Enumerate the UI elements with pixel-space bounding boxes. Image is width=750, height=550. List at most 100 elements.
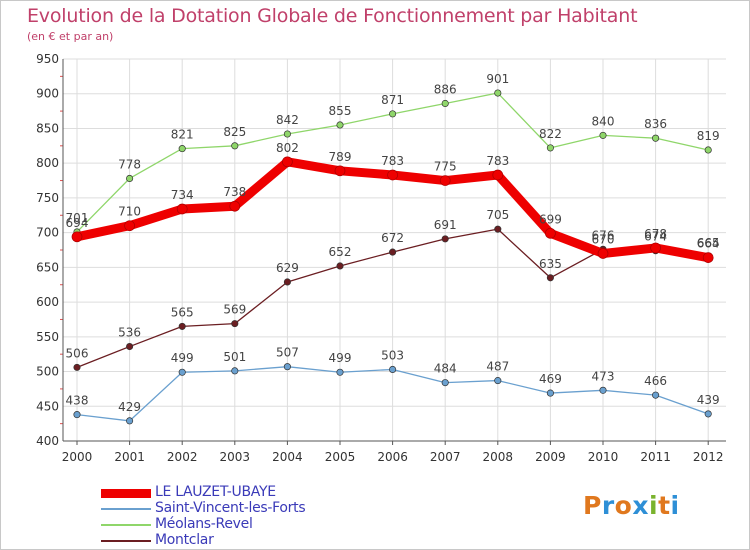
data-point-meolans-revel xyxy=(178,145,186,153)
data-label-montclar: 629 xyxy=(276,261,299,275)
data-point-le-lauzet-ubaye xyxy=(650,242,661,254)
data-label-le-lauzet-ubaye: 664 xyxy=(697,237,720,251)
data-point-le-lauzet-ubaye xyxy=(492,169,504,181)
data-point-meolans-revel xyxy=(546,144,554,152)
data-point-le-lauzet-ubaye xyxy=(71,231,83,243)
data-label-montclar: 691 xyxy=(434,218,457,232)
data-label-montclar: 635 xyxy=(539,257,562,271)
data-point-montclar xyxy=(336,262,344,270)
data-label-le-lauzet-ubaye: 678 xyxy=(644,227,667,241)
data-point-montclar xyxy=(126,342,134,351)
data-point-meolans-revel xyxy=(231,142,239,150)
legend-swatch xyxy=(101,489,151,498)
data-label-meolans-revel: 701 xyxy=(66,211,89,225)
data-label-montclar: 565 xyxy=(171,305,194,319)
x-tick-label: 2011 xyxy=(640,450,671,464)
chart-subtitle: (en € et par an) xyxy=(27,30,114,43)
y-tick-label: 600 xyxy=(36,295,59,309)
data-point-meolans-revel xyxy=(336,121,344,129)
data-point-le-lauzet-ubaye xyxy=(176,203,188,215)
data-point-saint-vincent-les-forts xyxy=(652,391,660,399)
data-label-saint-vincent-les-forts: 501 xyxy=(223,350,246,364)
data-point-montclar xyxy=(231,320,239,328)
y-tick-label: 850 xyxy=(36,121,59,135)
data-point-meolans-revel xyxy=(704,146,712,154)
legend-label: LE LAUZET-UBAYE xyxy=(155,484,276,500)
data-point-meolans-revel xyxy=(441,99,449,108)
y-tick-label: 400 xyxy=(36,434,59,448)
data-label-meolans-revel: 840 xyxy=(592,114,615,128)
x-tick-label: 2002 xyxy=(167,450,198,464)
data-point-meolans-revel xyxy=(599,131,607,139)
logo-letter: i xyxy=(670,491,680,520)
data-point-saint-vincent-les-forts xyxy=(441,379,449,387)
data-label-meolans-revel: 821 xyxy=(171,128,194,142)
x-tick-label: 2006 xyxy=(377,450,408,464)
x-tick-label: 2003 xyxy=(220,450,251,464)
data-label-montclar: 674 xyxy=(644,230,667,244)
y-tick-label: 450 xyxy=(36,399,59,413)
data-point-saint-vincent-les-forts xyxy=(704,410,712,418)
logo-letter: x xyxy=(632,491,649,520)
data-label-meolans-revel: 819 xyxy=(697,129,720,143)
x-tick-label: 2005 xyxy=(325,450,356,464)
data-label-meolans-revel: 886 xyxy=(434,82,457,96)
data-point-saint-vincent-les-forts xyxy=(599,386,607,394)
data-point-montclar xyxy=(283,278,291,286)
data-label-saint-vincent-les-forts: 429 xyxy=(118,400,141,414)
y-tick-label: 700 xyxy=(36,226,59,240)
data-point-saint-vincent-les-forts xyxy=(126,417,134,425)
proxiti-logo: Proxiti xyxy=(583,491,680,520)
data-point-meolans-revel xyxy=(652,134,660,142)
data-label-meolans-revel: 822 xyxy=(539,127,562,141)
data-label-meolans-revel: 871 xyxy=(381,93,404,107)
data-point-le-lauzet-ubaye xyxy=(387,169,398,181)
y-tick-label: 550 xyxy=(36,330,59,344)
data-label-le-lauzet-ubaye: 738 xyxy=(223,185,246,199)
data-label-meolans-revel: 842 xyxy=(276,113,299,127)
data-label-meolans-revel: 901 xyxy=(486,72,509,86)
data-point-le-lauzet-ubaye xyxy=(124,220,135,232)
data-label-montclar: 569 xyxy=(223,303,246,317)
data-label-le-lauzet-ubaye: 802 xyxy=(276,141,299,155)
x-tick-label: 2009 xyxy=(535,450,566,464)
data-point-meolans-revel xyxy=(126,174,134,183)
data-label-saint-vincent-les-forts: 487 xyxy=(486,360,509,374)
data-label-le-lauzet-ubaye: 775 xyxy=(434,160,457,174)
data-label-meolans-revel: 836 xyxy=(644,117,667,131)
y-tick-label: 800 xyxy=(36,156,59,170)
data-label-saint-vincent-les-forts: 499 xyxy=(171,351,194,365)
data-label-le-lauzet-ubaye: 789 xyxy=(329,150,352,164)
data-point-le-lauzet-ubaye xyxy=(439,175,451,186)
data-point-saint-vincent-les-forts xyxy=(494,377,502,385)
data-point-montclar xyxy=(441,235,449,243)
logo-letter: P xyxy=(583,491,602,520)
data-label-saint-vincent-les-forts: 473 xyxy=(592,369,615,383)
data-label-saint-vincent-les-forts: 499 xyxy=(329,351,352,365)
data-label-le-lauzet-ubaye: 734 xyxy=(171,188,194,202)
y-tick-label: 950 xyxy=(36,52,59,66)
logo-letter: i xyxy=(649,491,659,520)
data-point-le-lauzet-ubaye xyxy=(282,156,293,168)
data-label-montclar: 672 xyxy=(381,231,404,245)
data-label-montclar: 705 xyxy=(486,208,509,222)
x-tick-label: 2007 xyxy=(430,450,461,464)
data-label-montclar: 506 xyxy=(66,346,89,360)
data-point-saint-vincent-les-forts xyxy=(546,389,554,397)
legend-label: Méolans-Revel xyxy=(155,516,253,532)
data-point-le-lauzet-ubaye xyxy=(229,200,241,212)
legend-label: Montclar xyxy=(155,532,214,548)
data-label-montclar: 676 xyxy=(592,228,615,242)
data-point-saint-vincent-les-forts xyxy=(231,367,239,375)
data-label-le-lauzet-ubaye: 699 xyxy=(539,212,562,226)
x-tick-label: 2008 xyxy=(483,450,514,464)
data-point-le-lauzet-ubaye xyxy=(702,252,714,263)
y-tick-label: 650 xyxy=(36,260,59,274)
x-tick-label: 2000 xyxy=(62,450,93,464)
data-point-montclar xyxy=(494,225,502,233)
data-label-saint-vincent-les-forts: 503 xyxy=(381,348,404,362)
chart-title: Evolution de la Dotation Globale de Fonc… xyxy=(27,5,638,27)
data-point-le-lauzet-ubaye xyxy=(545,227,556,239)
